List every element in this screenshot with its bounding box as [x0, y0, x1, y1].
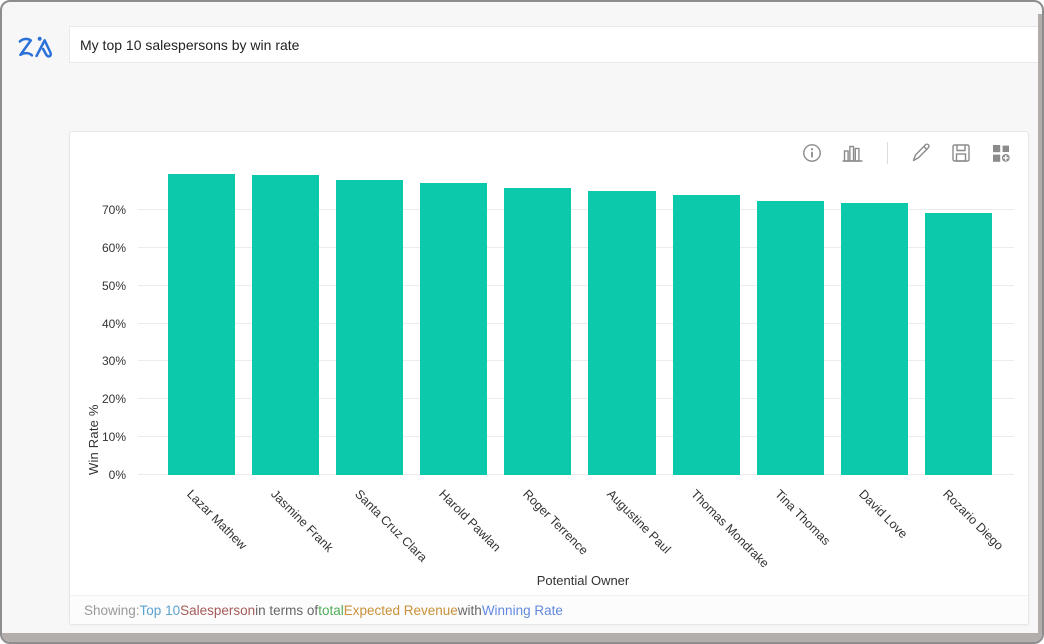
footer-segment: total	[318, 602, 344, 618]
bar[interactable]	[756, 200, 824, 475]
footer-segment: Expected Revenue	[343, 602, 458, 618]
bar[interactable]	[672, 194, 740, 475]
bar-column: Lazar Mathew	[168, 172, 249, 552]
gridline	[138, 360, 1014, 362]
bars-container: Lazar Mathew Jasmine Frank Santa Cruz Clar…	[138, 172, 1014, 571]
gridline	[138, 474, 1014, 475]
bar-column: Harold Pawlan	[420, 172, 503, 554]
query-input[interactable]	[69, 26, 1042, 63]
chart-toolbar	[70, 132, 1028, 172]
bar-column: Jasmine Frank	[252, 172, 336, 555]
footer-segment: with	[457, 602, 482, 618]
save-floppy-icon	[952, 144, 970, 162]
add-to-dashboard-icon	[993, 145, 1010, 162]
chart-type-icon	[842, 145, 863, 162]
y-axis-tick-label: 20%	[101, 392, 126, 407]
chart-type-button[interactable]	[841, 142, 865, 164]
footer-segment: Winning Rate	[481, 602, 563, 618]
edit-pencil-icon	[912, 143, 930, 162]
bar[interactable]	[168, 174, 236, 475]
y-axis-tick-label: 60%	[101, 240, 126, 255]
footer-segment: in terms of	[255, 602, 319, 618]
bar-column: Rozario Diego	[924, 172, 1006, 553]
bar-column: Augustine Paul	[588, 172, 673, 556]
zia-logo-icon	[18, 36, 52, 58]
gridline	[138, 208, 1014, 210]
y-axis-tick-label: 30%	[101, 354, 126, 369]
zia-logo	[2, 26, 69, 63]
bar-column: Roger Terrence	[504, 172, 591, 558]
y-axis-tick-label: 40%	[101, 316, 126, 331]
gridline	[138, 284, 1014, 286]
gridline	[138, 246, 1014, 248]
toolbar-divider	[887, 142, 888, 164]
info-button[interactable]	[801, 142, 823, 164]
footer-summary: Showing: Top 10 Salesperson in terms of …	[70, 595, 1028, 624]
bar[interactable]	[252, 175, 320, 475]
plot: Lazar Mathew Jasmine Frank Santa Cruz Clar…	[102, 172, 1014, 571]
y-axis-tick-label: 70%	[101, 202, 126, 217]
y-axis-tick-label: 0%	[108, 468, 126, 482]
chart-card: Win Rate % Lazar Mathew Jasmine Frank Sant…	[69, 131, 1029, 625]
bar-column: David Love	[840, 172, 911, 541]
info-icon	[803, 144, 821, 162]
add-to-dashboard-button[interactable]	[990, 142, 1012, 164]
window-edge-bottom	[2, 633, 1042, 642]
gridline	[138, 436, 1014, 438]
bar[interactable]	[924, 212, 992, 475]
y-axis-tick-label: 50%	[101, 278, 126, 293]
bar-column: Santa Cruz Clara	[336, 172, 430, 565]
y-axis-title: Win Rate %	[86, 404, 101, 475]
edit-button[interactable]	[910, 142, 932, 164]
footer-segment: Showing:	[84, 602, 140, 618]
topbar	[2, 2, 1042, 63]
chart-area: Win Rate % Lazar Mathew Jasmine Frank Sant…	[70, 172, 1028, 571]
footer-segment: Salesperson	[180, 602, 256, 618]
y-axis-tick-label: 10%	[101, 430, 126, 445]
window-edge-right	[1038, 14, 1042, 633]
bar[interactable]	[840, 202, 908, 475]
gridline	[138, 398, 1014, 400]
bar[interactable]	[420, 183, 488, 475]
bar-column: Thomas Mondrake	[672, 172, 772, 571]
bar[interactable]	[588, 190, 656, 475]
bar-column: Tina Thomas	[756, 172, 833, 548]
bar[interactable]	[336, 180, 404, 475]
gridline	[138, 322, 1014, 324]
save-button[interactable]	[950, 142, 972, 164]
footer-segment: Top 10	[139, 602, 181, 618]
x-axis-title: Potential Owner	[536, 573, 630, 588]
bar[interactable]	[504, 188, 572, 475]
